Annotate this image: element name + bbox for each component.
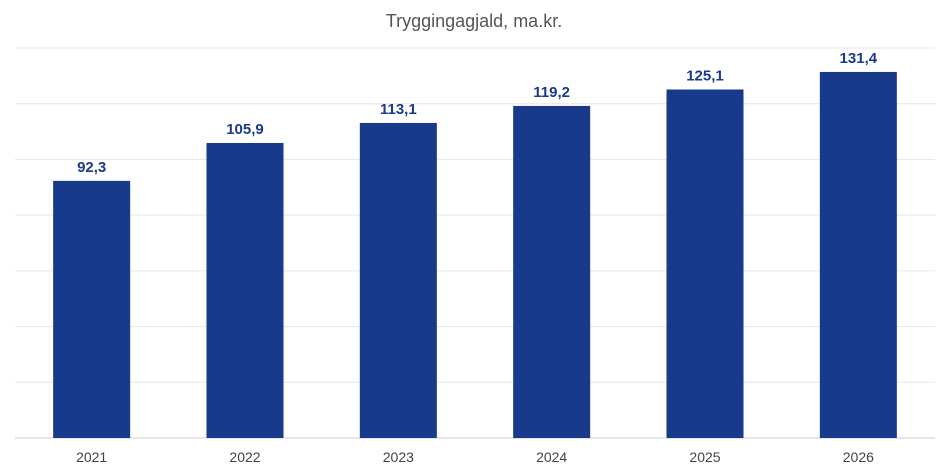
data-label-2025: 125,1 (686, 68, 724, 85)
data-label-2026: 131,4 (840, 50, 878, 67)
bar-2025 (666, 89, 744, 438)
bar-2021 (53, 180, 131, 438)
chart-title: Tryggingagjald, ma.kr. (386, 11, 562, 31)
x-tick-label-2026: 2026 (843, 449, 874, 465)
x-axis-ticks: 2021 2022 2023 2024 2025 2026 (76, 449, 874, 465)
x-tick-label-2022: 2022 (229, 449, 260, 465)
bar-2026 (819, 71, 897, 438)
bar-2023 (359, 122, 437, 438)
data-labels: 92,3 105,9 113,1 119,2 125,1 131,4 (77, 50, 878, 176)
x-tick-label-2021: 2021 (76, 449, 107, 465)
bars (53, 71, 897, 438)
data-label-2021: 92,3 (77, 159, 106, 176)
x-tick-label-2024: 2024 (536, 449, 567, 465)
data-label-2024: 119,2 (533, 84, 570, 101)
data-label-2022: 105,9 (226, 121, 264, 138)
x-tick-label-2025: 2025 (689, 449, 720, 465)
bar-2024 (513, 105, 591, 438)
bar-2022 (206, 142, 284, 438)
grid-lines (15, 47, 935, 439)
x-tick-label-2023: 2023 (383, 449, 414, 465)
data-label-2023: 113,1 (380, 101, 417, 118)
